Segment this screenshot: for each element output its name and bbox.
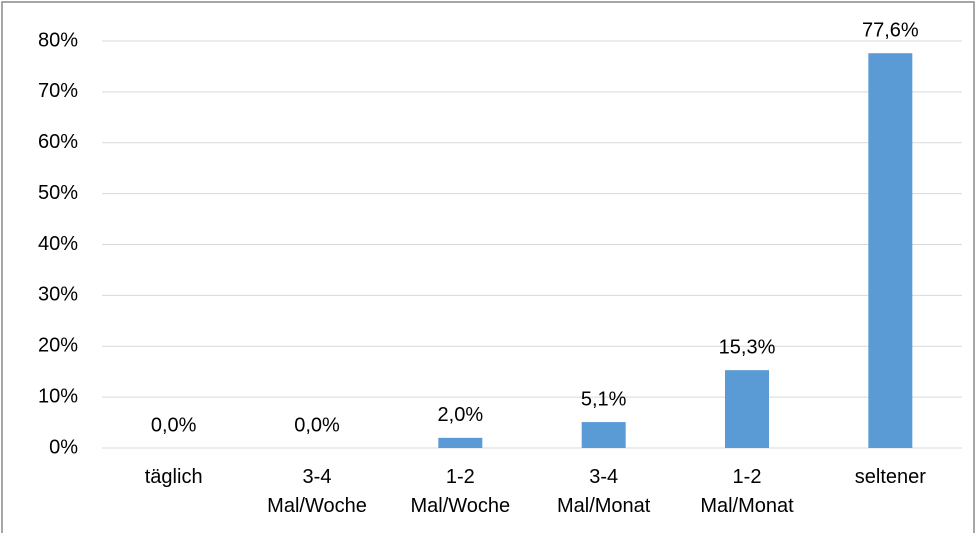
y-tick-label: 60% bbox=[38, 131, 78, 153]
x-tick-label: 1-2 Mal/Monat bbox=[700, 466, 794, 517]
x-tick-label: seltener bbox=[855, 466, 926, 488]
data-label: 77,6% bbox=[862, 19, 919, 41]
bar bbox=[725, 370, 769, 448]
y-tick-label: 50% bbox=[38, 182, 78, 204]
y-tick-label: 30% bbox=[38, 284, 78, 306]
y-tick-label: 10% bbox=[38, 385, 78, 407]
data-label: 2,0% bbox=[438, 404, 484, 426]
data-label: 5,1% bbox=[581, 388, 627, 410]
y-tick-label: 20% bbox=[38, 335, 78, 357]
y-tick-label: 0% bbox=[49, 436, 78, 458]
x-tick-label: 3-4 Mal/Monat bbox=[557, 466, 651, 517]
data-label: 0,0% bbox=[151, 414, 197, 436]
y-tick-label: 40% bbox=[38, 233, 78, 255]
y-tick-label: 70% bbox=[38, 80, 78, 102]
x-tick-label: 3-4 Mal/Woche bbox=[267, 466, 367, 517]
y-tick-label: 80% bbox=[38, 29, 78, 51]
x-tick-label: täglich bbox=[145, 466, 203, 488]
bar bbox=[868, 53, 913, 449]
bar bbox=[438, 437, 483, 448]
x-tick-label: 1-2 Mal/Woche bbox=[410, 466, 510, 517]
bar bbox=[581, 422, 626, 448]
data-label: 15,3% bbox=[719, 336, 776, 358]
data-label: 0,0% bbox=[294, 414, 340, 436]
